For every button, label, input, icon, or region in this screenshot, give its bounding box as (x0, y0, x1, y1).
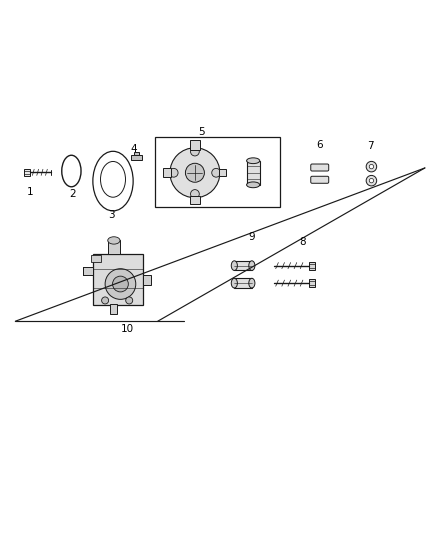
Ellipse shape (247, 158, 260, 164)
Bar (190, 140, 200, 150)
Text: 2: 2 (69, 189, 76, 199)
Ellipse shape (100, 161, 126, 197)
Ellipse shape (247, 182, 260, 188)
Bar (234, 278, 252, 288)
Text: 6: 6 (316, 140, 323, 150)
FancyBboxPatch shape (311, 164, 328, 171)
Bar (93, 254, 143, 305)
Ellipse shape (105, 269, 136, 300)
Ellipse shape (185, 163, 205, 182)
Bar (163, 168, 171, 177)
Bar (247, 161, 260, 185)
Ellipse shape (191, 147, 199, 156)
Ellipse shape (102, 297, 109, 304)
Text: 8: 8 (299, 237, 306, 247)
Text: 7: 7 (367, 141, 374, 151)
Ellipse shape (249, 261, 255, 270)
Ellipse shape (366, 175, 377, 186)
Text: 3: 3 (108, 210, 115, 220)
Bar (134, 152, 139, 155)
Bar (309, 262, 315, 270)
Bar (234, 261, 252, 270)
Text: 9: 9 (248, 232, 255, 242)
Text: 10: 10 (120, 324, 134, 334)
Ellipse shape (93, 151, 133, 211)
Ellipse shape (113, 276, 128, 292)
Ellipse shape (191, 190, 199, 198)
Text: 4: 4 (130, 144, 137, 154)
Bar (155, 138, 280, 207)
Bar (108, 240, 120, 254)
Ellipse shape (231, 261, 237, 270)
Ellipse shape (62, 155, 81, 187)
Ellipse shape (366, 161, 377, 172)
Text: 1: 1 (26, 187, 33, 197)
Bar (24, 169, 30, 176)
FancyBboxPatch shape (311, 176, 328, 183)
Ellipse shape (126, 297, 133, 304)
Ellipse shape (170, 148, 220, 198)
Bar (143, 275, 152, 285)
Bar (309, 279, 315, 287)
Ellipse shape (108, 237, 120, 244)
Bar (110, 304, 117, 314)
Bar (91, 255, 102, 262)
Bar (190, 197, 200, 204)
Ellipse shape (170, 168, 178, 177)
Bar (131, 155, 142, 159)
Ellipse shape (249, 278, 255, 288)
Ellipse shape (369, 165, 374, 169)
Bar (219, 169, 226, 176)
Ellipse shape (369, 179, 374, 183)
Text: 5: 5 (198, 127, 205, 136)
Ellipse shape (212, 168, 220, 177)
Bar (83, 268, 93, 275)
Ellipse shape (231, 278, 237, 288)
